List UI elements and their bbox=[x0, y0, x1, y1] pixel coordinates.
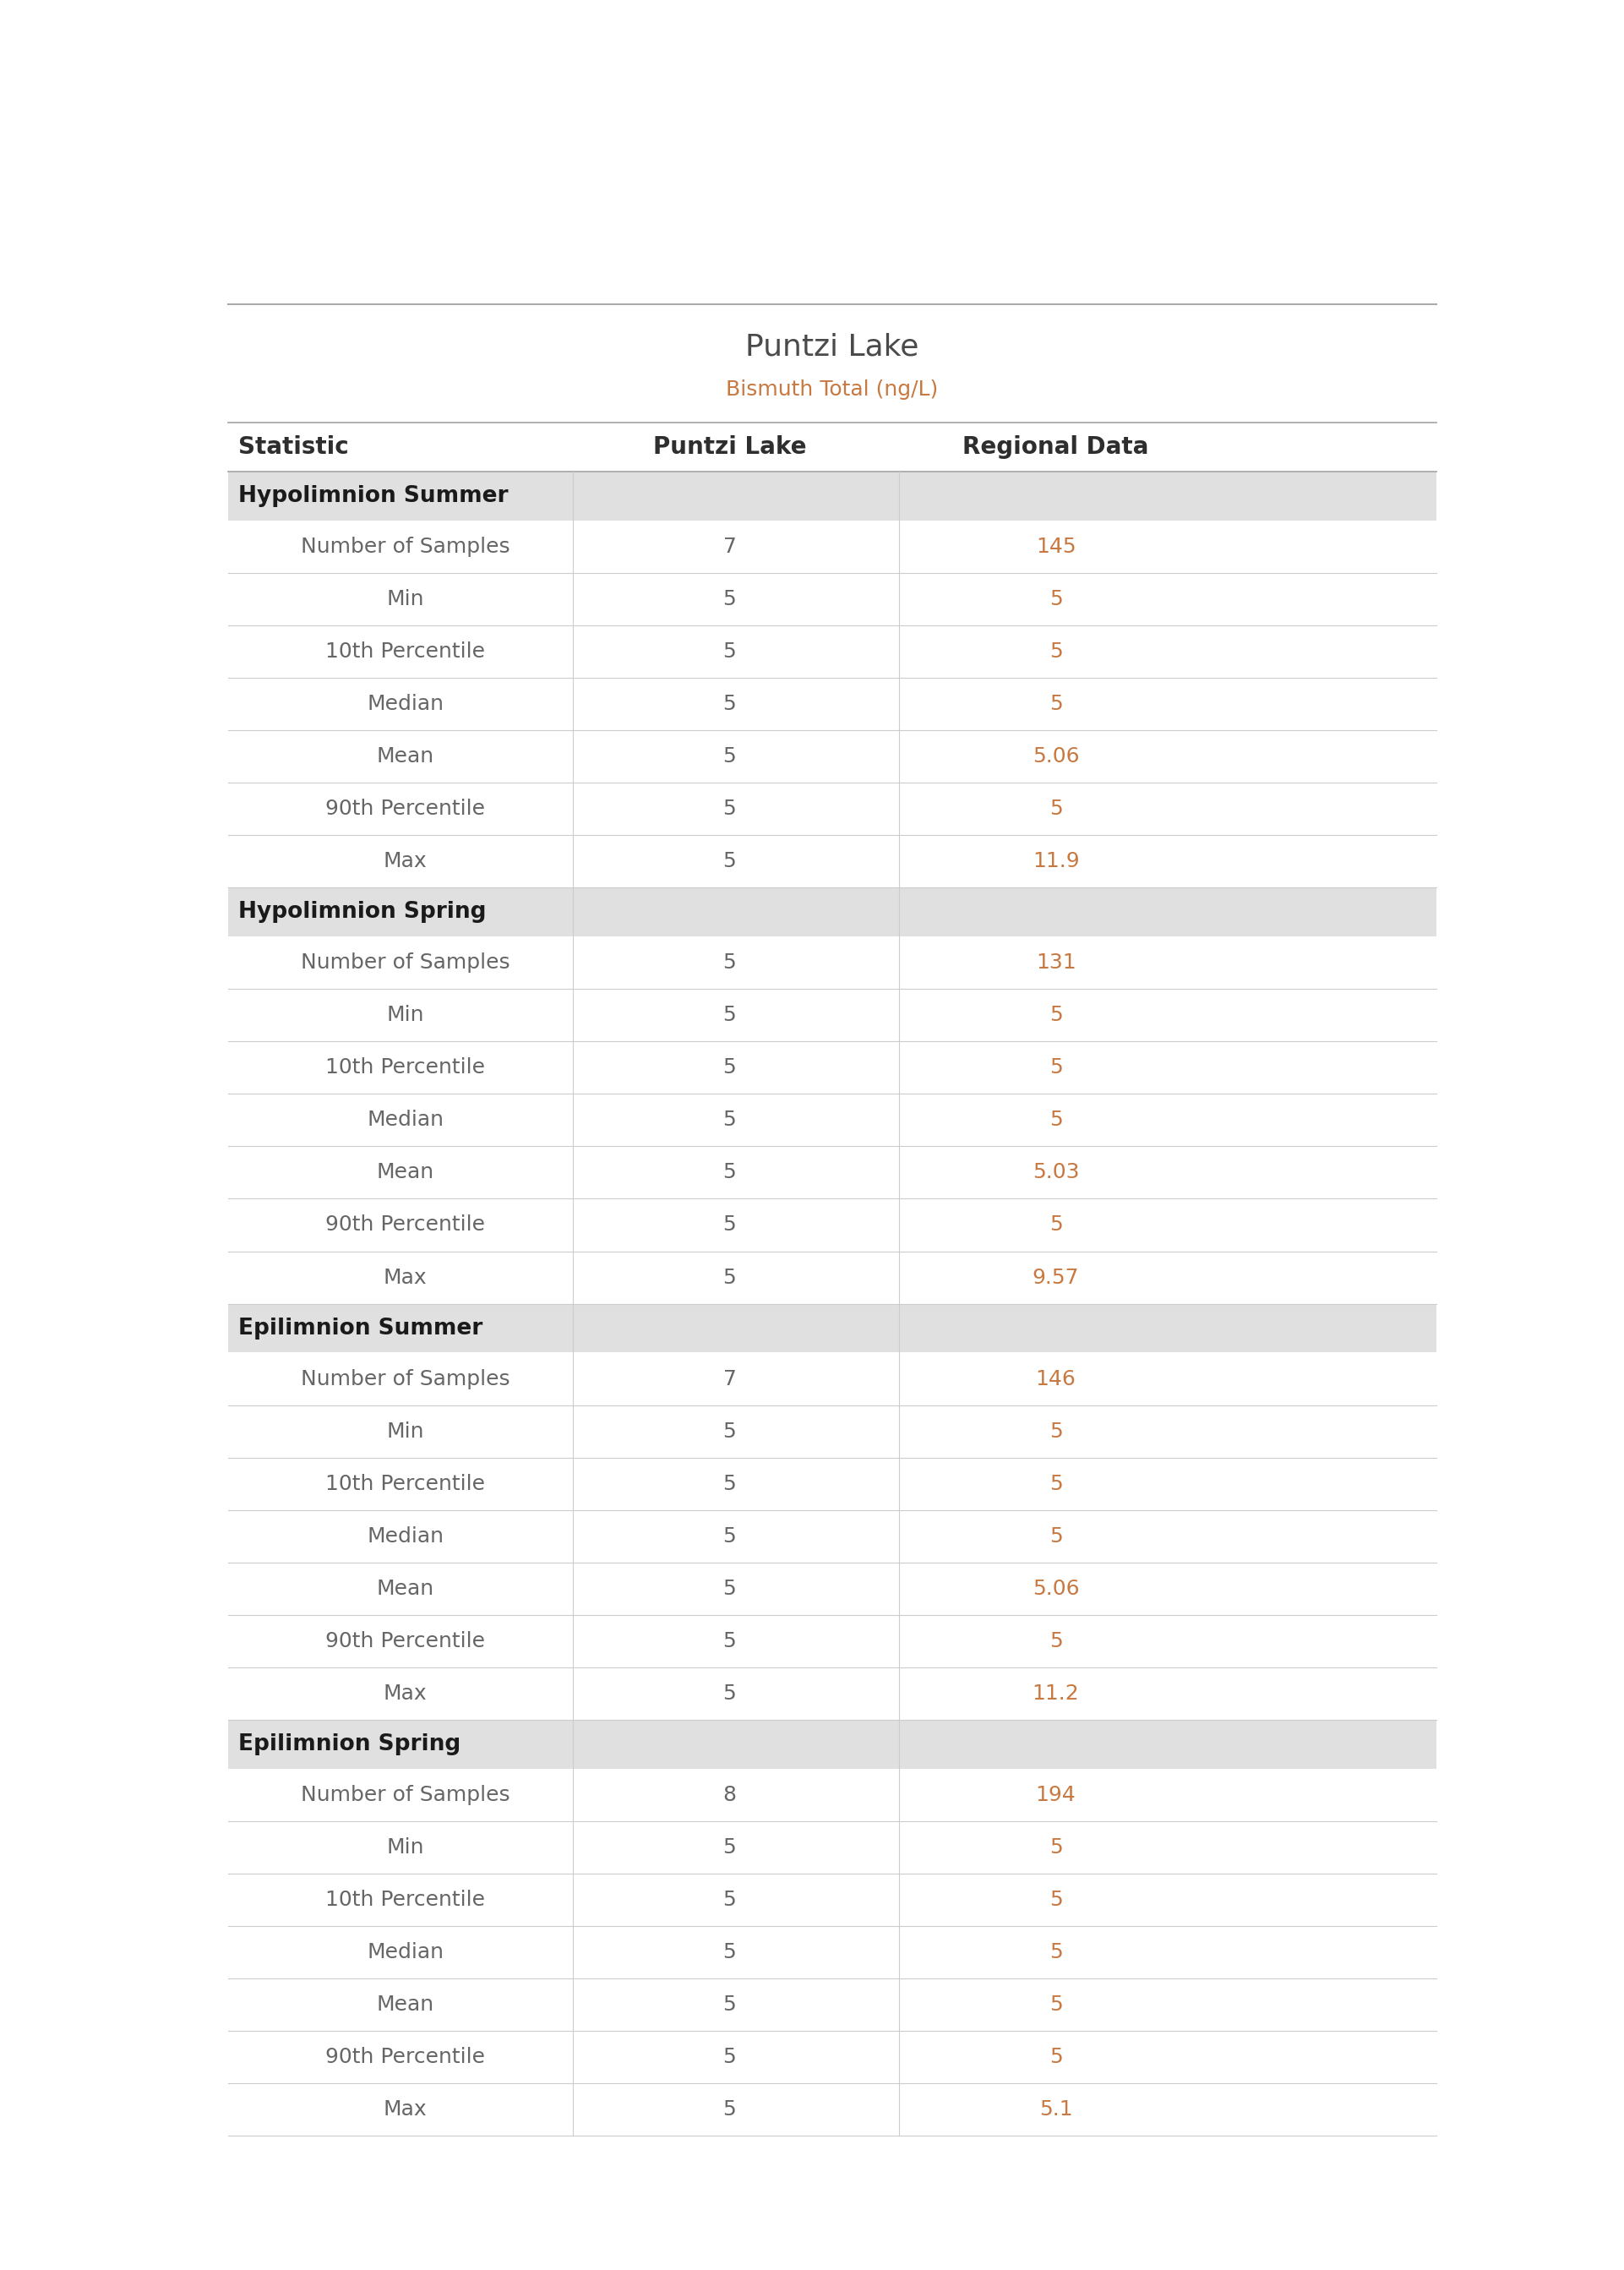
Text: 5: 5 bbox=[723, 1684, 736, 1702]
Text: 5: 5 bbox=[1049, 1421, 1062, 1441]
Text: Number of Samples: Number of Samples bbox=[300, 953, 510, 974]
Text: 5: 5 bbox=[723, 1162, 736, 1183]
Text: Min: Min bbox=[387, 1006, 424, 1026]
Text: 5: 5 bbox=[1049, 1630, 1062, 1650]
Text: 5: 5 bbox=[1049, 1110, 1062, 1130]
Text: 5: 5 bbox=[1049, 1943, 1062, 1961]
Text: 5: 5 bbox=[1049, 1889, 1062, 1909]
Text: 5: 5 bbox=[723, 747, 736, 767]
Text: 5: 5 bbox=[1049, 642, 1062, 663]
Text: Max: Max bbox=[383, 2100, 427, 2120]
Text: Hypolimnion Spring: Hypolimnion Spring bbox=[239, 901, 486, 924]
Text: 5.06: 5.06 bbox=[1033, 747, 1080, 767]
Text: Median: Median bbox=[367, 1943, 443, 1961]
Text: Mean: Mean bbox=[377, 747, 434, 767]
Text: 5: 5 bbox=[723, 2048, 736, 2068]
Text: 8: 8 bbox=[723, 1784, 736, 1805]
Text: Bismuth Total (ng/L): Bismuth Total (ng/L) bbox=[726, 379, 939, 400]
Text: Mean: Mean bbox=[377, 1162, 434, 1183]
Text: Min: Min bbox=[387, 1421, 424, 1441]
Text: Min: Min bbox=[387, 590, 424, 608]
Text: 194: 194 bbox=[1036, 1784, 1077, 1805]
Text: 5: 5 bbox=[723, 1630, 736, 1650]
Text: 5: 5 bbox=[1049, 1836, 1062, 1857]
Text: 5.03: 5.03 bbox=[1033, 1162, 1080, 1183]
Text: Epilimnion Spring: Epilimnion Spring bbox=[239, 1734, 461, 1755]
Text: 7: 7 bbox=[723, 536, 736, 556]
Text: 10th Percentile: 10th Percentile bbox=[325, 1473, 486, 1494]
Text: 5: 5 bbox=[1049, 1058, 1062, 1078]
Text: Median: Median bbox=[367, 1525, 443, 1546]
Text: 146: 146 bbox=[1036, 1369, 1077, 1389]
Text: 7: 7 bbox=[723, 1369, 736, 1389]
Text: 9.57: 9.57 bbox=[1033, 1267, 1080, 1287]
Text: Mean: Mean bbox=[377, 1995, 434, 2016]
Text: 5: 5 bbox=[723, 2100, 736, 2120]
Text: 5: 5 bbox=[723, 1889, 736, 1909]
Text: 5: 5 bbox=[1049, 2048, 1062, 2068]
Text: 10th Percentile: 10th Percentile bbox=[325, 1058, 486, 1078]
Text: 5.06: 5.06 bbox=[1033, 1578, 1080, 1598]
Bar bbox=[227, 888, 1436, 938]
Text: 10th Percentile: 10th Percentile bbox=[325, 642, 486, 663]
Text: 90th Percentile: 90th Percentile bbox=[325, 799, 486, 819]
Text: 145: 145 bbox=[1036, 536, 1077, 556]
Text: Max: Max bbox=[383, 851, 427, 872]
Text: Number of Samples: Number of Samples bbox=[300, 1784, 510, 1805]
Text: 5: 5 bbox=[1049, 799, 1062, 819]
Text: Number of Samples: Number of Samples bbox=[300, 536, 510, 556]
Text: Epilimnion Summer: Epilimnion Summer bbox=[239, 1317, 482, 1339]
Text: 90th Percentile: 90th Percentile bbox=[325, 2048, 486, 2068]
Text: 5: 5 bbox=[1049, 1214, 1062, 1235]
Text: Statistic: Statistic bbox=[239, 436, 349, 459]
Text: 5: 5 bbox=[723, 1267, 736, 1287]
Text: 5: 5 bbox=[1049, 590, 1062, 608]
Text: 5: 5 bbox=[723, 1214, 736, 1235]
Text: Min: Min bbox=[387, 1836, 424, 1857]
Text: 5: 5 bbox=[1049, 1995, 1062, 2016]
Text: 5: 5 bbox=[723, 799, 736, 819]
Text: 5: 5 bbox=[723, 1006, 736, 1026]
Text: 131: 131 bbox=[1036, 953, 1077, 974]
Text: Puntzi Lake: Puntzi Lake bbox=[653, 436, 806, 459]
Text: Hypolimnion Summer: Hypolimnion Summer bbox=[239, 486, 508, 506]
Text: 5: 5 bbox=[723, 1058, 736, 1078]
Text: 5: 5 bbox=[723, 953, 736, 974]
Text: 5: 5 bbox=[723, 695, 736, 715]
Bar bbox=[227, 472, 1436, 520]
Text: 5: 5 bbox=[723, 642, 736, 663]
Text: 11.9: 11.9 bbox=[1033, 851, 1080, 872]
Text: 5: 5 bbox=[723, 1525, 736, 1546]
Text: 5: 5 bbox=[723, 590, 736, 608]
Text: 5.1: 5.1 bbox=[1039, 2100, 1072, 2120]
Text: 5: 5 bbox=[723, 851, 736, 872]
Text: 90th Percentile: 90th Percentile bbox=[325, 1630, 486, 1650]
Text: Mean: Mean bbox=[377, 1578, 434, 1598]
Text: 5: 5 bbox=[723, 1836, 736, 1857]
Bar bbox=[227, 1721, 1436, 1768]
Text: 5: 5 bbox=[1049, 1473, 1062, 1494]
Text: 10th Percentile: 10th Percentile bbox=[325, 1889, 486, 1909]
Text: Median: Median bbox=[367, 1110, 443, 1130]
Text: 5: 5 bbox=[723, 1110, 736, 1130]
Text: 5: 5 bbox=[1049, 1006, 1062, 1026]
Text: 5: 5 bbox=[723, 1421, 736, 1441]
Text: Number of Samples: Number of Samples bbox=[300, 1369, 510, 1389]
Text: 5: 5 bbox=[723, 1578, 736, 1598]
Text: 5: 5 bbox=[723, 1943, 736, 1961]
Text: 5: 5 bbox=[1049, 695, 1062, 715]
Text: 5: 5 bbox=[723, 1473, 736, 1494]
Text: 5: 5 bbox=[723, 1995, 736, 2016]
Text: Max: Max bbox=[383, 1267, 427, 1287]
Text: 11.2: 11.2 bbox=[1033, 1684, 1080, 1702]
Text: Max: Max bbox=[383, 1684, 427, 1702]
Text: Median: Median bbox=[367, 695, 443, 715]
Text: Puntzi Lake: Puntzi Lake bbox=[745, 331, 919, 361]
Text: Regional Data: Regional Data bbox=[963, 436, 1148, 459]
Text: 5: 5 bbox=[1049, 1525, 1062, 1546]
Bar bbox=[227, 1303, 1436, 1353]
Text: 90th Percentile: 90th Percentile bbox=[325, 1214, 486, 1235]
